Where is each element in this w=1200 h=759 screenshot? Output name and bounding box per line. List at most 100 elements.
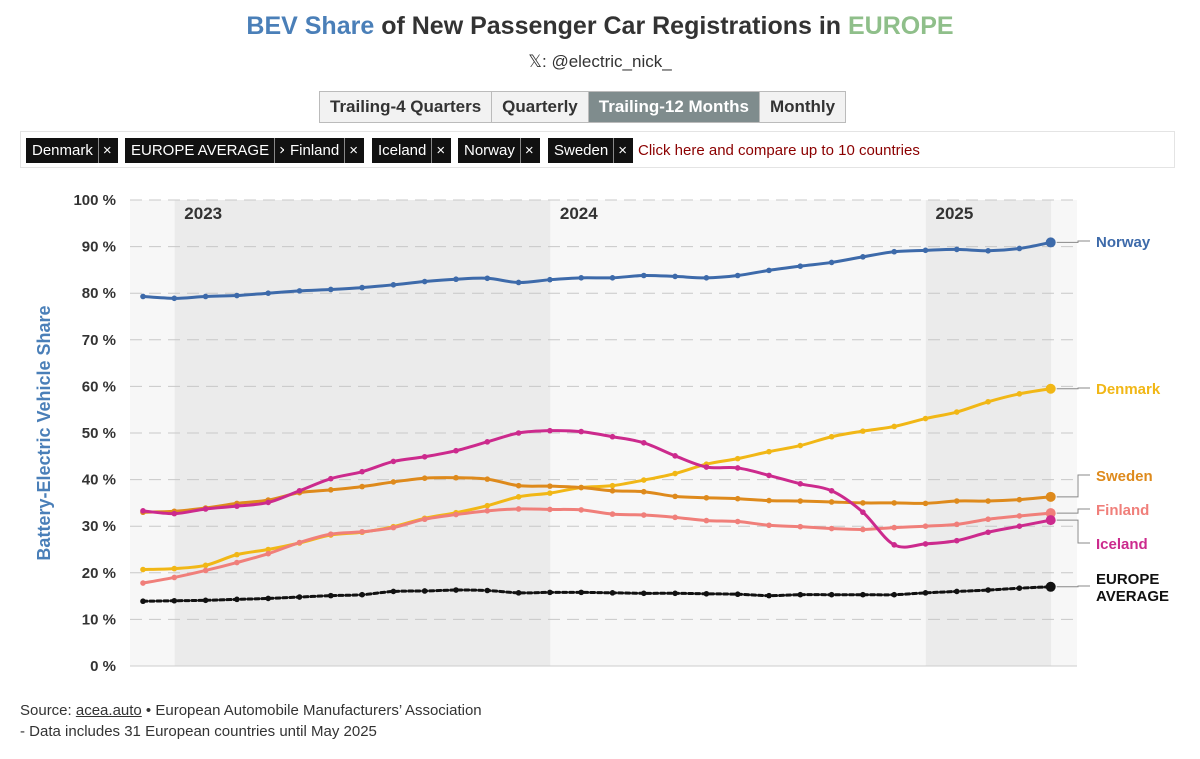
data-point-denmark	[547, 490, 553, 496]
data-point-iceland	[296, 487, 303, 494]
data-point-iceland	[609, 433, 616, 440]
data-point-europe-average	[672, 590, 678, 597]
data-point-sweden	[1016, 496, 1023, 503]
chip-remove-icon[interactable]: ×	[431, 138, 445, 163]
chip-label: Denmark	[32, 142, 93, 159]
data-point-norway	[985, 247, 991, 254]
tab-monthly[interactable]: Monthly	[759, 92, 846, 122]
data-point-norway	[453, 276, 459, 283]
data-point-sweden	[954, 498, 960, 504]
chip-remove-icon[interactable]: ×	[274, 138, 288, 163]
data-point-norway	[1045, 237, 1056, 248]
data-point-finland	[1016, 513, 1023, 519]
data-point-norway	[891, 248, 897, 255]
data-point-norway	[547, 276, 553, 283]
source-prefix: Source:	[20, 702, 76, 719]
data-point-denmark	[734, 455, 741, 462]
data-point-europe-average	[766, 592, 772, 599]
chip-label: Finland	[290, 142, 340, 159]
data-point-europe-average	[797, 591, 804, 598]
chip-remove-icon[interactable]: ×	[344, 138, 358, 163]
data-point-norway	[703, 275, 710, 281]
data-point-europe-average	[171, 597, 178, 604]
data-point-europe-average	[734, 591, 741, 598]
data-point-denmark	[672, 470, 678, 477]
chip-remove-icon[interactable]: ×	[613, 138, 627, 163]
period-tabs: Trailing-4 Quarters Quarterly Trailing-1…	[319, 91, 847, 123]
data-point-norway	[234, 292, 240, 299]
source-note: Source: acea.auto • European Automobile …	[20, 700, 482, 742]
data-point-europe-average	[1016, 585, 1023, 591]
data-point-norway	[296, 288, 303, 294]
data-point-iceland	[734, 465, 741, 471]
tab-trailing-4-quarters[interactable]: Trailing-4 Quarters	[320, 92, 493, 122]
tab-quarterly[interactable]: Quarterly	[492, 92, 589, 122]
chip-remove-icon[interactable]: ×	[519, 138, 534, 163]
data-point-sweden	[922, 500, 929, 507]
data-point-sweden	[453, 474, 459, 481]
series-line-iceland	[141, 429, 1053, 549]
tab-trailing-12-months[interactable]: Trailing-12 Months	[588, 92, 760, 122]
data-point-denmark	[922, 415, 929, 422]
label-connector	[1056, 474, 1090, 498]
data-point-norway	[171, 295, 178, 302]
data-point-sweden	[609, 487, 616, 494]
data-point-iceland	[703, 464, 710, 470]
data-point-finland	[484, 508, 491, 514]
data-point-europe-average	[140, 598, 146, 605]
data-point-europe-average	[484, 587, 491, 594]
data-point-norway	[421, 278, 428, 285]
data-point-denmark	[641, 477, 647, 483]
data-point-norway	[578, 275, 584, 281]
data-point-denmark	[609, 482, 616, 489]
data-point-norway	[672, 273, 678, 280]
data-point-denmark	[234, 551, 240, 558]
data-point-denmark	[484, 502, 491, 509]
chip-label: Sweden	[554, 142, 609, 159]
data-point-sweden	[547, 483, 553, 489]
data-point-sweden	[766, 497, 772, 504]
data-point-finland	[641, 512, 647, 518]
data-point-europe-average	[234, 596, 240, 603]
y-tick-label: 60 %	[82, 378, 116, 395]
data-point-finland	[703, 517, 710, 524]
data-point-denmark	[140, 566, 146, 573]
data-point-finland	[860, 526, 866, 533]
data-point-sweden	[484, 476, 491, 482]
data-point-norway	[734, 272, 741, 279]
data-point-finland	[328, 531, 334, 537]
chip-remove-icon[interactable]: ×	[97, 138, 112, 163]
data-point-norway	[202, 293, 209, 300]
series-end-label: Norway	[1096, 234, 1151, 251]
data-point-finland	[140, 580, 146, 586]
data-point-europe-average	[359, 591, 365, 598]
data-point-norway	[922, 247, 929, 254]
data-point-denmark	[1016, 391, 1023, 397]
y-tick-label: 70 %	[82, 332, 116, 349]
source-link[interactable]: acea.auto	[75, 702, 142, 719]
data-point-europe-average	[891, 591, 897, 598]
data-point-europe-average	[202, 597, 209, 604]
data-point-norway	[140, 293, 146, 300]
data-point-iceland	[641, 439, 647, 446]
label-connector	[1056, 240, 1090, 243]
author-handle: 𝕏: @electric_nick_	[528, 52, 672, 71]
data-point-finland	[609, 511, 616, 517]
data-point-finland	[828, 525, 835, 532]
label-connector	[1056, 387, 1090, 390]
data-point-denmark	[860, 428, 866, 434]
data-point-finland	[985, 516, 991, 523]
title-bev-share: BEV Share	[246, 12, 375, 40]
chip-finland: Finland ×	[284, 138, 364, 163]
data-point-finland	[265, 550, 272, 557]
year-label: 2025	[936, 204, 974, 223]
data-point-finland	[296, 539, 303, 546]
data-point-iceland	[954, 537, 960, 544]
data-point-finland	[578, 507, 584, 513]
country-selector[interactable]: Denmark× EUROPE AVERAGE× Finland× Icelan…	[20, 131, 1175, 168]
data-point-denmark	[891, 423, 897, 430]
data-point-iceland	[766, 472, 772, 479]
data-point-iceland	[359, 468, 365, 475]
data-point-europe-average	[547, 589, 553, 596]
compare-countries-link[interactable]: Click here and compare up to 10 countrie…	[638, 142, 920, 159]
